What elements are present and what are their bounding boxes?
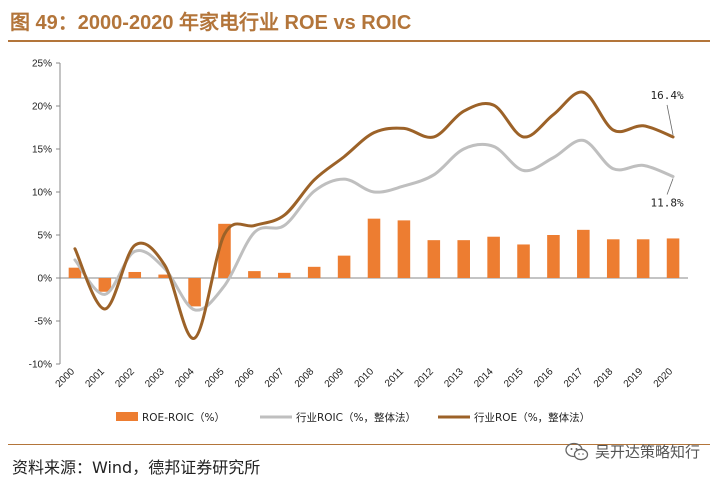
x-tick-label: 2013 xyxy=(442,366,466,390)
bar xyxy=(278,272,291,278)
x-axis-labels: 2000 2001 2002 2003 2004 2005 2006 2007 2008 2009… xyxy=(54,366,676,390)
x-tick-label: 2007 xyxy=(263,366,287,390)
y-tick-label: 20% xyxy=(32,102,52,113)
x-tick-label: 2008 xyxy=(293,366,317,390)
x-tick-label: 2000 xyxy=(54,366,78,390)
legend-label: 行业ROE（%，整体法） xyxy=(474,411,590,424)
x-tick-label: 2020 xyxy=(652,366,676,390)
x-tick-label: 2014 xyxy=(472,366,496,390)
x-tick-label: 2003 xyxy=(143,366,167,390)
y-tick-label: -5% xyxy=(34,317,52,328)
bar xyxy=(337,255,351,278)
bar xyxy=(307,266,321,278)
x-tick-label: 2004 xyxy=(173,366,197,390)
footer-divider xyxy=(8,444,710,445)
bar xyxy=(397,220,411,278)
annotation-leader xyxy=(666,104,674,136)
bar xyxy=(606,239,620,278)
bar xyxy=(158,274,171,278)
figure-title: 图 49：2000-2020 年家电行业 ROE vs ROIC xyxy=(10,12,412,34)
x-tick-label: 2006 xyxy=(233,366,257,390)
annotation-label: 11.8% xyxy=(650,197,683,210)
bar xyxy=(636,239,650,278)
annotation-label: 16.4% xyxy=(650,89,683,102)
legend-label: 行业ROIC（%，整体法） xyxy=(296,411,416,424)
x-tick-label: 2012 xyxy=(412,366,436,390)
x-tick-label: 2009 xyxy=(323,366,347,390)
bar xyxy=(577,229,590,278)
x-tick-label: 2015 xyxy=(502,366,526,390)
x-tick-label: 2019 xyxy=(622,366,646,390)
roe-roic-chart: -10% -5% 0% 5% 10% 15% 20% 25% 2000 2001 2002 2003… xyxy=(29,59,688,424)
bar xyxy=(367,218,381,278)
annotation-leader xyxy=(666,178,674,195)
bar xyxy=(248,271,261,278)
y-tick-label: 5% xyxy=(38,231,53,242)
x-tick-label: 2016 xyxy=(532,366,556,390)
x-tick-label: 2018 xyxy=(592,366,616,390)
bar xyxy=(427,240,441,278)
x-tick-label: 2002 xyxy=(113,366,137,390)
end-annotations: 16.4% 11.8% xyxy=(650,89,683,210)
bar xyxy=(666,238,680,278)
x-tick-label: 2011 xyxy=(383,366,406,389)
bar xyxy=(457,240,470,278)
x-tick-label: 2017 xyxy=(562,366,586,390)
y-axis-labels: -10% -5% 0% 5% 10% 15% 20% 25% xyxy=(29,59,52,371)
roic-line xyxy=(73,138,675,312)
chart-axes xyxy=(56,62,688,365)
y-tick-label: -10% xyxy=(29,360,52,371)
watermark-text: 吴开达策略知行 xyxy=(594,443,700,461)
bar xyxy=(487,236,500,278)
x-tick-label: 2005 xyxy=(203,366,227,390)
y-tick-label: 15% xyxy=(32,145,52,156)
legend-swatch xyxy=(116,412,138,421)
x-tick-label: 2010 xyxy=(353,366,377,390)
bar xyxy=(98,278,112,292)
bar xyxy=(68,267,82,278)
y-tick-label: 10% xyxy=(32,188,52,199)
watermark: 吴开达策略知行 xyxy=(565,441,700,462)
bar xyxy=(218,223,231,278)
bar xyxy=(547,235,560,278)
roe-line xyxy=(73,90,675,340)
source-note: 资料来源：Wind，德邦证券研究所 xyxy=(12,458,261,477)
x-tick-label: 2001 xyxy=(83,366,107,390)
wechat-icon xyxy=(565,442,589,460)
bar xyxy=(517,244,530,278)
bar-series xyxy=(68,218,680,307)
y-tick-label: 0% xyxy=(38,274,53,285)
bar xyxy=(128,271,142,278)
legend-label: ROE-ROIC（%） xyxy=(142,412,225,424)
line-series xyxy=(73,90,675,340)
bar xyxy=(188,278,201,307)
title-divider xyxy=(8,40,710,42)
legend: ROE-ROIC（%） 行业ROIC（%，整体法） 行业ROE（%，整体法） xyxy=(116,411,590,424)
y-tick-label: 25% xyxy=(32,59,52,70)
